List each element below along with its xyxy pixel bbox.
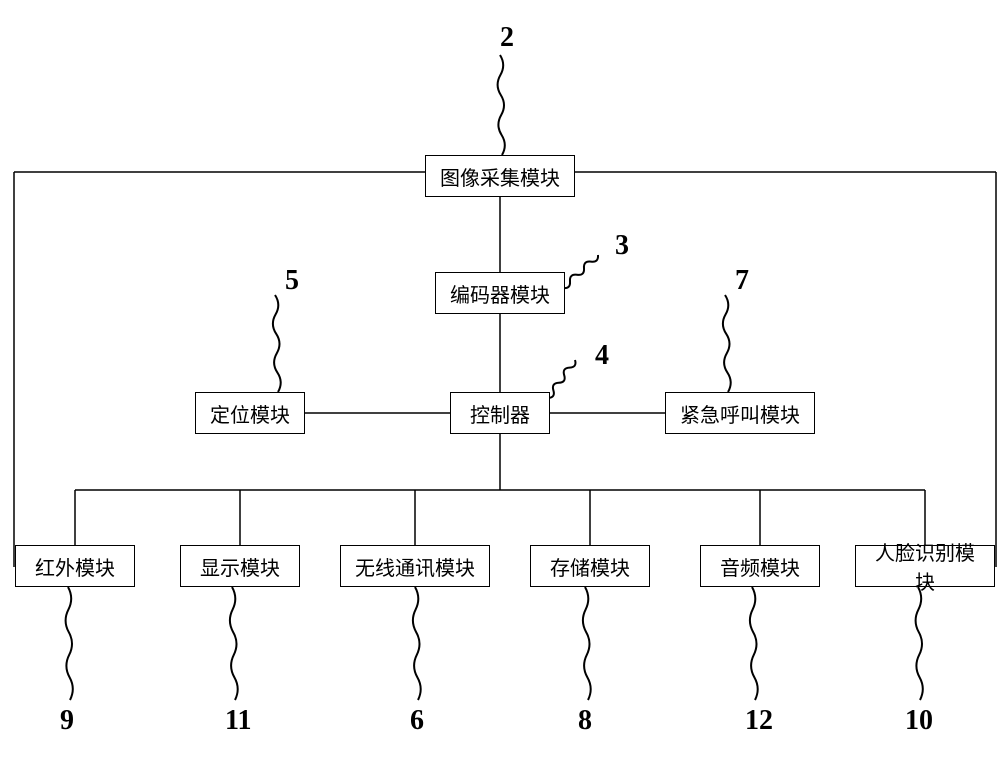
node-label: 紧急呼叫模块: [680, 399, 800, 428]
ref-label-11: 11: [225, 705, 251, 737]
ref-label-4: 4: [595, 340, 609, 372]
node-image-acquisition: 图像采集模块: [425, 155, 575, 197]
node-infrared: 红外模块: [15, 545, 135, 587]
ref-label-12: 12: [745, 705, 773, 737]
node-controller: 控制器: [450, 392, 550, 434]
node-display: 显示模块: [180, 545, 300, 587]
node-label: 音频模块: [720, 552, 800, 581]
node-label: 无线通讯模块: [355, 552, 475, 581]
connectors-layer: [0, 0, 1000, 768]
node-audio: 音频模块: [700, 545, 820, 587]
node-storage: 存储模块: [530, 545, 650, 587]
ref-label-5: 5: [285, 265, 299, 297]
node-wireless-comm: 无线通讯模块: [340, 545, 490, 587]
ref-label-3: 3: [615, 230, 629, 262]
node-face-recognition: 人脸识别模块: [855, 545, 995, 587]
node-label: 红外模块: [35, 552, 115, 581]
ref-label-2: 2: [500, 22, 514, 54]
node-label: 人脸识别模块: [866, 537, 984, 595]
node-encoder: 编码器模块: [435, 272, 565, 314]
node-label: 存储模块: [550, 552, 630, 581]
ref-label-6: 6: [410, 705, 424, 737]
node-positioning: 定位模块: [195, 392, 305, 434]
node-label: 定位模块: [210, 399, 290, 428]
diagram-canvas: 图像采集模块 编码器模块 控制器 定位模块 紧急呼叫模块 红外模块 显示模块 无…: [0, 0, 1000, 768]
node-label: 控制器: [470, 399, 530, 428]
ref-label-9: 9: [60, 705, 74, 737]
ref-label-7: 7: [735, 265, 749, 297]
node-label: 图像采集模块: [440, 162, 560, 191]
node-label: 显示模块: [200, 552, 280, 581]
node-emergency-call: 紧急呼叫模块: [665, 392, 815, 434]
ref-label-8: 8: [578, 705, 592, 737]
node-label: 编码器模块: [450, 279, 550, 308]
ref-label-10: 10: [905, 705, 933, 737]
